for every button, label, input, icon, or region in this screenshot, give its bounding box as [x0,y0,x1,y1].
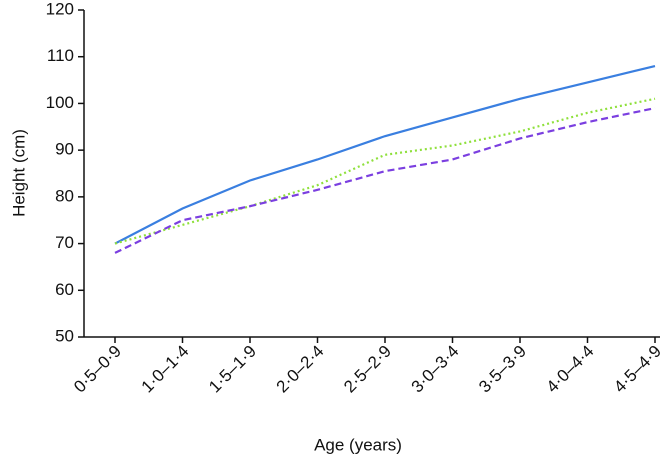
x-tick-label: 4·5–4·9 [610,342,664,397]
x-axis-label: Age (years) [314,435,402,454]
x-tick-label: 1·0–1·4 [138,342,193,397]
x-tick-label: 4·0–4·4 [543,342,598,397]
y-tick-label: 90 [55,140,74,159]
x-tick-label: 1·5–1·9 [205,342,260,397]
y-tick-label: 110 [47,46,74,65]
y-tick-label: 100 [46,93,74,112]
y-tick-label: 60 [55,280,74,299]
x-tick-label: 3·0–3·4 [408,342,463,397]
y-tick-label: 80 [55,186,74,205]
x-tick-label: 0·5–0·9 [70,342,125,397]
x-tick-label: 3·5–3·9 [475,342,530,397]
y-tick-label: 120 [46,0,74,18]
series-line [114,97,656,245]
y-axis-label: Height (cm) [9,129,28,217]
series-line [114,107,656,254]
x-tick-label: 2·0–2·4 [273,342,328,397]
y-tick-label: 50 [55,326,74,345]
x-tick-label: 2·5–2·9 [340,342,395,397]
series-line [114,64,656,245]
y-tick-label: 70 [55,233,74,252]
